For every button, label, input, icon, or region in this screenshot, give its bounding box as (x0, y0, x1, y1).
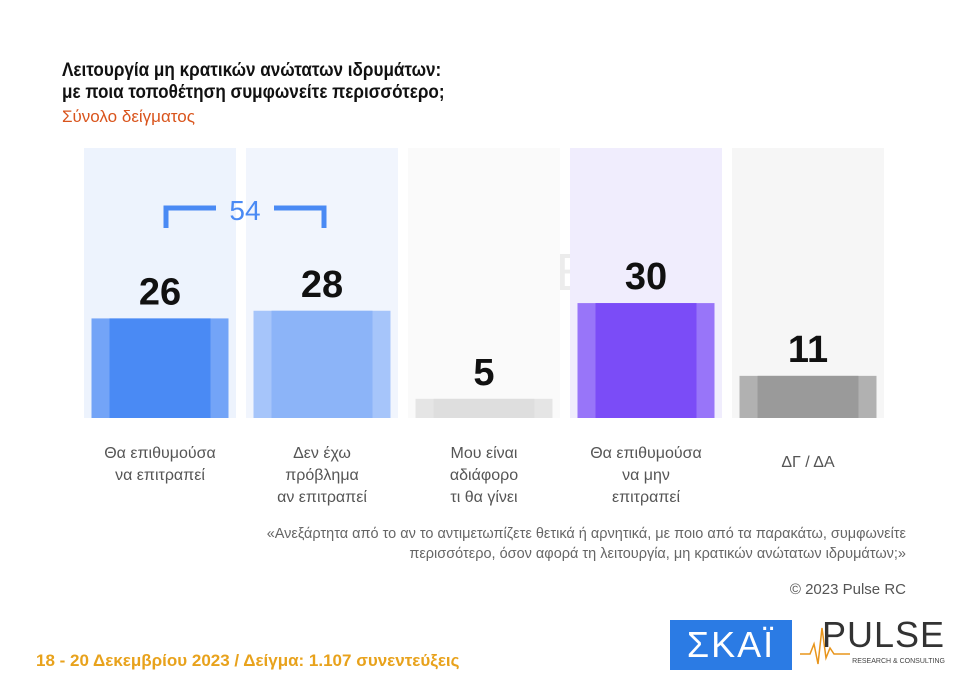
bar-core (109, 318, 211, 418)
column-background (408, 148, 560, 418)
category-label-line: Μου είναι (450, 445, 518, 462)
title-line: Λειτουργία μη κρατικών ανώτατων ιδρυμάτω… (62, 60, 442, 81)
sum-label: 54 (229, 195, 260, 226)
pulse-wave-icon (800, 627, 850, 665)
skai-logo: ΣΚΑΪ (670, 620, 792, 670)
category-label-line: να επιτραπεί (115, 467, 205, 484)
bar-chart: PULSE26285301154 (84, 148, 884, 418)
sum-bracket: 54 (163, 195, 327, 228)
category-label: Θα επιθυμούσα να επιτραπεί (80, 443, 240, 487)
category-label-line: αδιάφορο (449, 467, 519, 484)
data-label: 28 (301, 264, 343, 306)
column-background (732, 148, 884, 418)
title-line: με ποια τοποθέτηση συμφωνείτε περισσότερ… (62, 82, 445, 103)
pulse-logo-text: PULSE (821, 614, 945, 655)
category-label: ΔΓ / ΔΑ (728, 452, 888, 474)
bar-core (595, 303, 697, 418)
data-label: 30 (625, 256, 667, 298)
category-label-line: ΔΓ / ΔΑ (781, 454, 835, 471)
data-label: 5 (473, 352, 494, 394)
data-label: 11 (788, 329, 828, 371)
category-label-line: αν επιτραπεί (277, 489, 367, 506)
chart-subtitle: Σύνολο δείγματος (62, 107, 195, 126)
category-label-line: πρόβλημα (285, 467, 359, 484)
category-label-line: να μην (622, 467, 670, 484)
bar-core (757, 375, 859, 418)
pulse-logo: PULSE RESEARCH & CONSULTING (800, 614, 945, 670)
footer-info: 18 - 20 Δεκεμβρίου 2023 / Δείγμα: 1.107 … (36, 651, 460, 670)
chart-title: Λειτουργία μη κρατικών ανώτατων ιδρυμάτω… (62, 60, 445, 104)
bar-core (433, 398, 535, 418)
question-text: «Ανεξάρτητα από το αν το αντιμετωπίζετε … (266, 526, 906, 562)
category-label: Θα επιθυμούσα να μην επιτραπεί (566, 443, 726, 509)
category-label-line: Θα επιθυμούσα (590, 445, 702, 462)
category-label-line: Δεν έχω (293, 445, 351, 462)
bar-core (271, 310, 373, 418)
category-label-line: τι θα γίνει (450, 489, 518, 506)
copyright: © 2023 Pulse RC (789, 581, 906, 598)
data-label: 26 (139, 271, 181, 313)
category-label: Μου είναι αδιάφορο τι θα γίνει (404, 443, 564, 509)
category-label-line: Θα επιθυμούσα (104, 445, 216, 462)
category-label-line: επιτραπεί (611, 489, 681, 506)
category-label: Δεν έχω πρόβλημα αν επιτραπεί (242, 443, 402, 509)
pulse-logo-tagline: RESEARCH & CONSULTING (852, 658, 945, 665)
